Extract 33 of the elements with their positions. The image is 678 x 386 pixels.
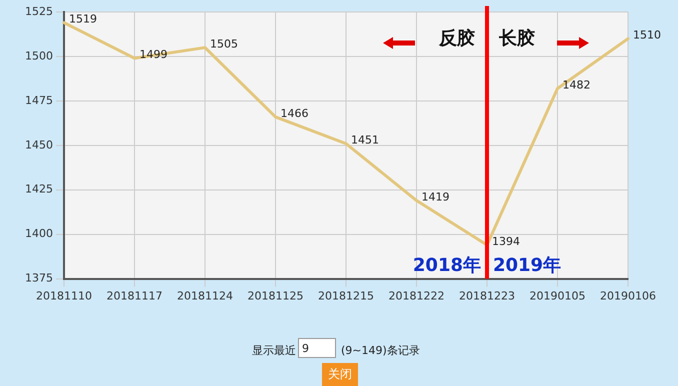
data-label: 1394 <box>492 234 520 248</box>
data-label: 1451 <box>350 133 379 146</box>
data-label: 1519 <box>68 12 97 26</box>
text: (9~149)条记录 <box>341 343 420 358</box>
y-tick-label: 1400 <box>24 227 53 240</box>
data-label: 1482 <box>562 78 590 92</box>
x-tick-label: 20181117 <box>106 289 162 302</box>
x-tick-label: 20181215 <box>318 289 374 302</box>
annotation: 2019年 <box>492 254 562 277</box>
data-label: 1510 <box>633 28 661 42</box>
y-tick-label: 1450 <box>24 138 53 152</box>
data-label: 1419 <box>422 190 450 204</box>
text: 关闭 <box>322 363 358 386</box>
data-label: 1505 <box>210 37 238 50</box>
annotation: 反胶 <box>439 27 475 50</box>
x-tick-label: 20181222 <box>388 289 444 302</box>
annotation: 2018年 <box>412 254 481 277</box>
y-tick-label: 1525 <box>24 4 53 18</box>
text: 显示最近 <box>252 343 296 358</box>
x-tick-label: 20190106 <box>600 289 656 302</box>
x-tick-label: 20181125 <box>247 289 304 302</box>
text: 9 <box>298 338 336 358</box>
data-label: 1499 <box>139 48 168 62</box>
x-tick-label: 20190105 <box>530 289 586 302</box>
y-tick-label: 1475 <box>24 94 53 107</box>
x-tick-label: 20181110 <box>36 289 92 302</box>
y-tick-label: 1425 <box>24 182 53 196</box>
data-label: 1466 <box>280 106 308 120</box>
y-tick-label: 1500 <box>24 49 53 62</box>
y-tick-label: 1375 <box>24 272 53 285</box>
annotation: 长胶 <box>498 27 535 50</box>
x-tick-label: 20181124 <box>176 289 233 302</box>
x-tick-label: 20181223 <box>459 289 515 302</box>
